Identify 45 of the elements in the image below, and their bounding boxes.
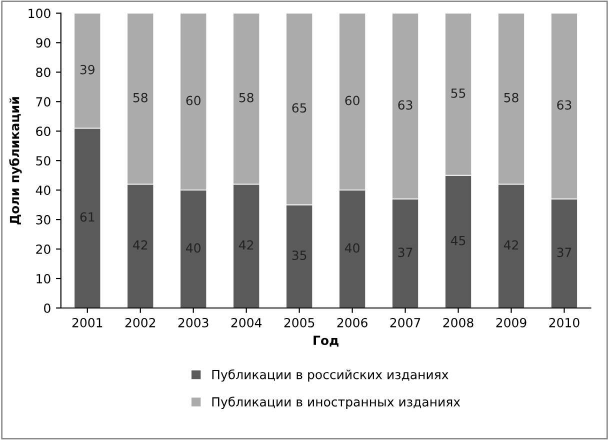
- data-label: 37: [398, 248, 412, 258]
- x-tick-label: 2003: [178, 318, 208, 328]
- data-label: 42: [133, 240, 148, 250]
- data-label: 63: [557, 100, 572, 110]
- data-label: 42: [239, 240, 254, 250]
- legend-label: Публикации в российских изданиях: [212, 369, 448, 382]
- x-tick-label: 2005: [284, 318, 314, 328]
- x-tick-label: 2004: [231, 318, 262, 328]
- data-label: 55: [451, 88, 466, 98]
- data-label: 37: [557, 248, 572, 258]
- x-tick-label: 2006: [337, 318, 368, 328]
- y-tick-label: 80: [36, 68, 50, 78]
- y-tick-label: 60: [36, 126, 50, 136]
- data-label: 58: [504, 92, 518, 102]
- y-tick-label: 20: [36, 244, 50, 254]
- data-label: 63: [398, 100, 412, 110]
- y-tick-label: 30: [36, 215, 50, 224]
- data-label: 61: [80, 212, 94, 222]
- y-tick-label: 70: [36, 97, 50, 107]
- y-tick-label: 0: [44, 303, 50, 313]
- data-label: 58: [133, 92, 148, 102]
- x-tick-label: 2001: [72, 318, 102, 328]
- data-label: 45: [450, 236, 466, 246]
- y-tick-label: 100: [28, 8, 50, 18]
- x-tick-label: 2010: [549, 318, 580, 328]
- x-tick-label: 2002: [125, 318, 156, 328]
- data-label: 40: [186, 243, 200, 253]
- x-axis-title: Год: [314, 336, 338, 347]
- data-label: 60: [345, 96, 360, 106]
- data-label: 39: [80, 64, 94, 74]
- y-axis-title: Доли публикаций: [9, 97, 22, 224]
- data-label: 65: [292, 103, 306, 113]
- x-tick-label: 2007: [390, 318, 420, 328]
- y-tick-label: 40: [36, 186, 50, 196]
- y-tick-label: 10: [36, 274, 50, 284]
- y-tick-label: 50: [36, 156, 50, 166]
- data-label: 60: [186, 96, 200, 106]
- data-label: 40: [344, 243, 360, 253]
- legend-label: Публикации в иностранных изданиях: [212, 396, 460, 409]
- data-label: 42: [504, 240, 518, 250]
- data-label: 35: [292, 250, 306, 260]
- x-tick-label: 2009: [496, 318, 526, 328]
- y-tick-label: 90: [36, 38, 50, 48]
- x-tick-label: 2008: [443, 318, 474, 328]
- data-label: 58: [239, 92, 254, 102]
